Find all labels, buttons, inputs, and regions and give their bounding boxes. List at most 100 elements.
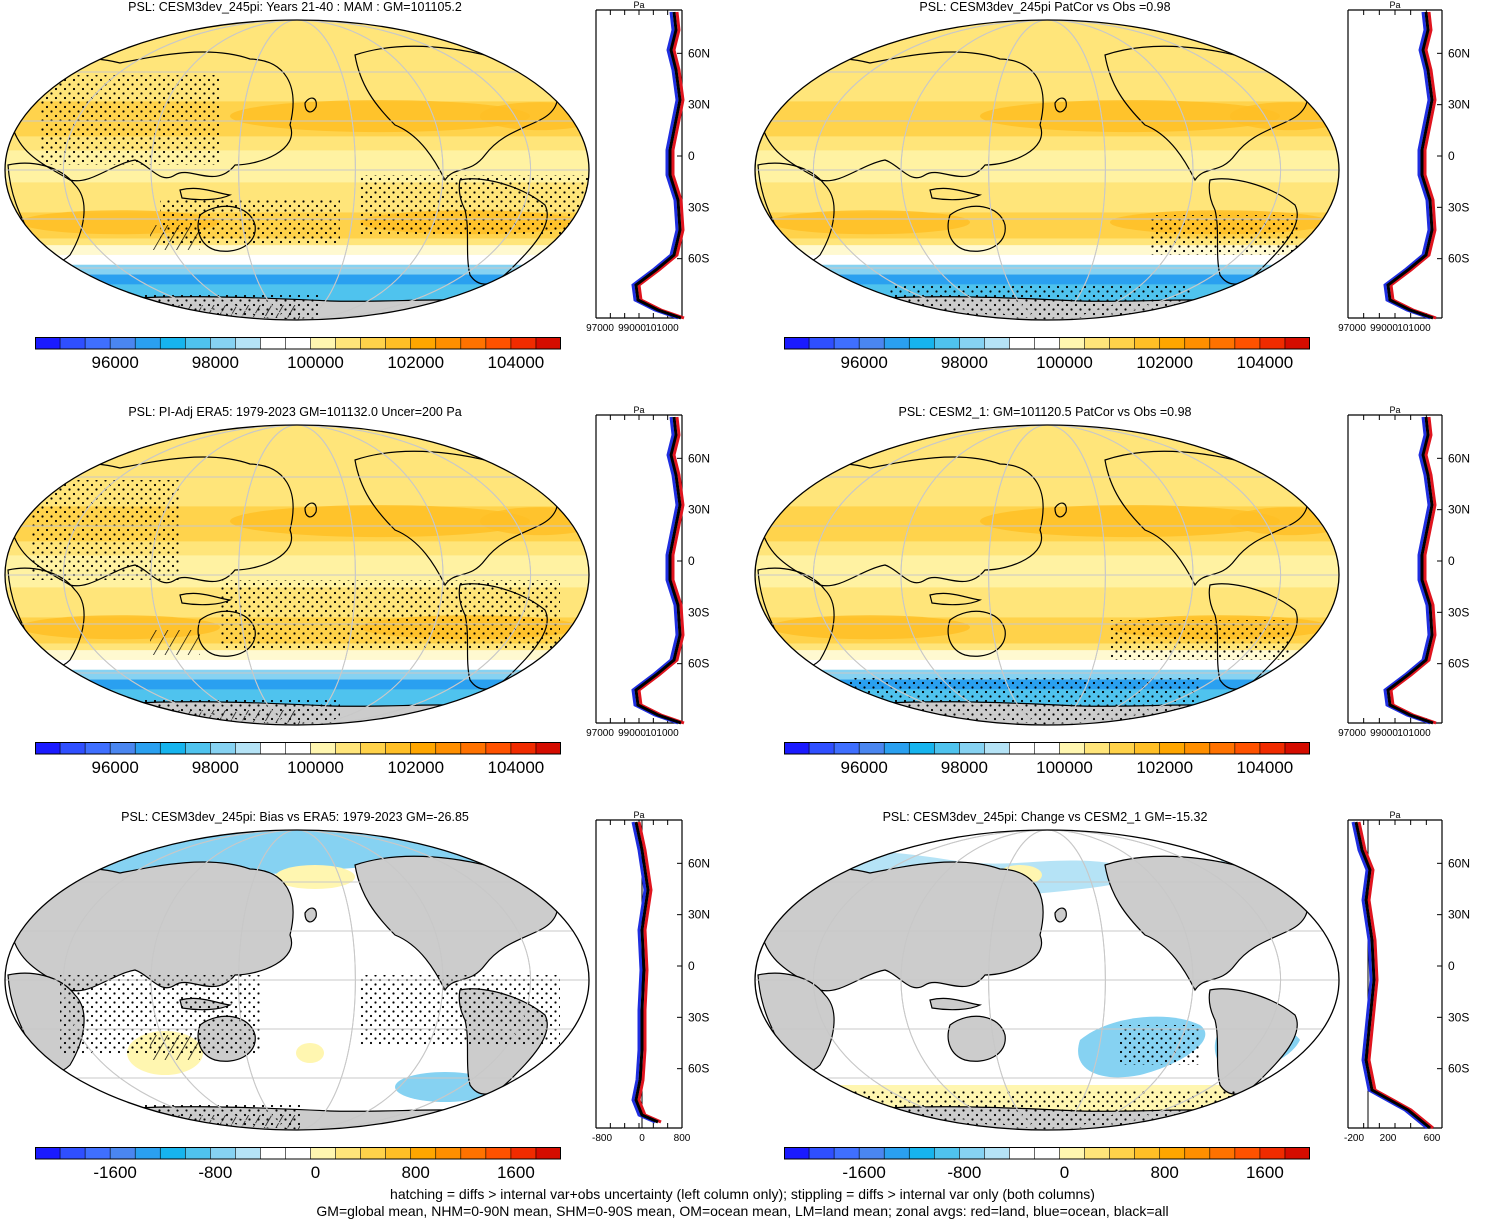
zonal-lat-label: 30N — [688, 908, 710, 922]
zonal-tick-label: 97000 — [586, 323, 614, 334]
stippling-region — [810, 1090, 1280, 1130]
continent-outline — [7, 162, 85, 263]
colorbar-swatch — [485, 337, 512, 350]
colorbar-swatch — [310, 337, 337, 350]
colorbar-swatch — [235, 337, 262, 350]
continent-outline — [761, 51, 1044, 182]
colorbar-swatch — [1084, 742, 1111, 755]
colorbar-swatch — [210, 742, 237, 755]
continent-outline — [929, 592, 983, 606]
graticule-lon — [900, 830, 1194, 1130]
colorbar-swatch — [35, 1147, 61, 1160]
stippling-region — [30, 480, 180, 580]
stippling-region — [1110, 620, 1290, 660]
zonal-lat-label: 30N — [688, 98, 710, 112]
colorbar-swatch — [1209, 337, 1236, 350]
colorbar-swatch — [460, 337, 487, 350]
colorbar-swatch — [235, 1147, 262, 1160]
colorbar-labels: -1600 -800 0 800 1600 — [35, 1163, 561, 1183]
colorbar-swatch — [883, 337, 911, 350]
colorbar-swatch — [833, 1147, 860, 1160]
colorbar-swatch — [808, 337, 835, 350]
colorbar-label: 100000 — [1036, 758, 1093, 777]
colorbar-label: -800 — [947, 1163, 982, 1182]
zonal-lat-label: 0 — [1448, 959, 1455, 973]
continent-outline — [304, 97, 317, 113]
colorbar-label: 98000 — [940, 758, 988, 777]
zonal-curve-all — [634, 416, 682, 725]
colorbar-frame — [784, 742, 1310, 755]
colorbar-frame — [784, 337, 1310, 350]
zonal-lat-label: 0 — [688, 554, 695, 568]
colorbar-swatch — [335, 1147, 362, 1160]
continent-outline — [757, 567, 835, 668]
colorbar-swatch — [510, 337, 537, 350]
colorbar-swatch — [59, 337, 86, 350]
zonal-avg-plot-3: Pa 60N 30N 0 30S 60S 97000 99000 101000 — [586, 405, 710, 739]
colorbar-swatch — [858, 742, 885, 755]
continent-outline — [929, 997, 983, 1011]
zonal-curve-ocean — [631, 416, 679, 725]
zonal-unit-label: Pa — [633, 405, 644, 415]
colorbar-label: 98000 — [191, 758, 239, 777]
zonal-unit-label: Pa — [1389, 0, 1400, 10]
zonal-tick-label: 99000 — [1370, 323, 1398, 334]
panel-title-3: PSL: PI-Adj ERA5: 1979-2023 GM=101132.0 … — [128, 405, 462, 419]
colorbar-swatch — [535, 337, 561, 350]
stippling-region — [360, 975, 560, 1045]
colorbar-swatch — [460, 1147, 487, 1160]
panel-title-6: PSL: CESM3dev_245pi: Change vs CESM2_1 G… — [882, 810, 1208, 824]
zonal-lat-label: 0 — [1448, 149, 1455, 163]
colorbar-swatch — [184, 1147, 212, 1160]
colorbar-swatch — [883, 742, 911, 755]
zonal-curve-ocean — [1383, 416, 1431, 725]
colorbar-swatch — [908, 337, 936, 350]
zonal-lat-label: 60N — [688, 856, 710, 870]
zonal-curve-all — [1386, 11, 1434, 320]
colorbar-swatch — [1184, 742, 1211, 755]
colorbar-swatch — [1259, 1147, 1286, 1160]
zonal-lat-label: 60S — [1448, 252, 1469, 266]
continent-outline — [1054, 907, 1067, 923]
colorbar-swatch — [59, 1147, 86, 1160]
zonal-tick-label: 97000 — [1338, 323, 1366, 334]
zonal-curve-ocean — [631, 821, 656, 1124]
colorbar-swatch — [1209, 742, 1236, 755]
colorbar-label: 1600 — [1245, 1163, 1284, 1182]
zonal-lat-label: 0 — [688, 149, 695, 163]
zonal-lat-label: 30S — [1448, 605, 1469, 619]
colorbar-swatch — [1059, 337, 1086, 350]
colorbar-swatch — [485, 742, 512, 755]
zonal-curve-land — [1389, 416, 1437, 725]
zonal-avg-plot-5: Pa 60N 30N 0 30S 60S -800 0 800 — [592, 810, 710, 1144]
footer-note-1: hatching = diffs > internal var+obs unce… — [390, 1186, 1095, 1202]
colorbar-swatch — [1234, 1147, 1261, 1160]
zonal-tick-label: 101000 — [645, 323, 679, 334]
zonal-tick-label: 0 — [639, 1133, 645, 1144]
colorbar-swatch — [410, 337, 437, 350]
zonal-curve-all — [1354, 821, 1431, 1130]
colorbar-swatch — [260, 1147, 287, 1160]
colorbar-swatch — [984, 742, 1011, 755]
continent-outline — [1054, 97, 1067, 113]
zonal-curve-ocean — [631, 11, 679, 320]
colorbar-label: -1600 — [93, 1163, 137, 1182]
colorbar-swatch — [1034, 1147, 1061, 1160]
stippling-region — [360, 175, 589, 235]
colorbar-label: 104000 — [1236, 758, 1294, 777]
colorbar-swatch — [260, 337, 287, 350]
hatching-region — [150, 225, 200, 250]
zonal-tick-label: 99000 — [618, 728, 646, 739]
colorbar-labels: 96000 98000 100000 102000 104000 — [784, 353, 1310, 373]
zonal-tick-label: -800 — [592, 1133, 612, 1144]
colorbar-swatch — [310, 742, 337, 755]
colorbar-swatch — [84, 742, 111, 755]
zonal-curve-ocean — [1351, 821, 1428, 1130]
zonal-tick-label: 101000 — [1397, 323, 1431, 334]
colorbar-swatch — [109, 742, 136, 755]
colorbar-swatch — [1159, 742, 1186, 755]
colorbar-label: -1600 — [842, 1163, 886, 1182]
colorbar-label: -800 — [198, 1163, 233, 1182]
colorbar-swatch — [1234, 742, 1261, 755]
colorbar-swatch — [260, 742, 287, 755]
